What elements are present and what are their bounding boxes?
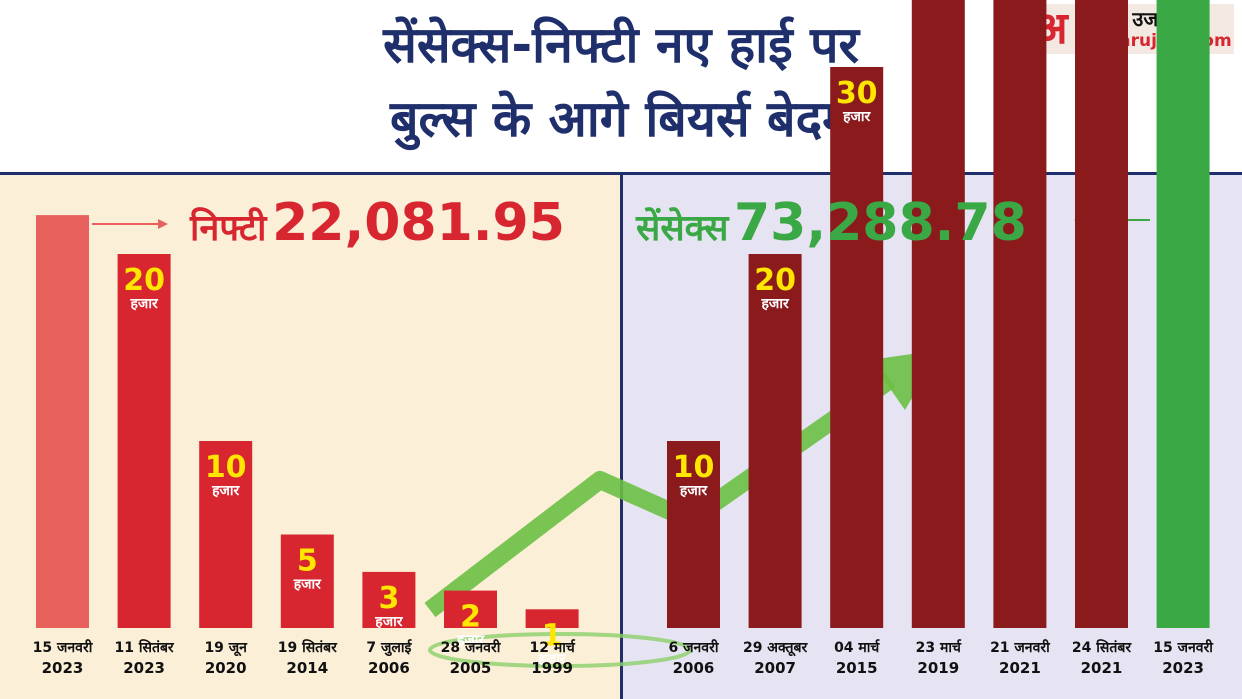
x-tick-label-year: 2023 <box>123 659 165 677</box>
x-tick-label-year: 2021 <box>1081 659 1123 677</box>
nifty-pointer-head-icon <box>158 219 168 229</box>
x-tick-label-year: 2023 <box>42 659 84 677</box>
bar <box>36 215 89 628</box>
x-tick-label-date: 21 जनवरी <box>990 639 1051 656</box>
x-tick-label-date: 15 जनवरी <box>33 639 94 656</box>
x-tick-label-date: 19 जून <box>204 640 248 657</box>
x-tick-label-date: 6 जनवरी <box>669 639 720 656</box>
bar-unit-label: हजार <box>842 109 871 125</box>
rising-arrow-icon <box>430 380 890 610</box>
sensex-value: 73,288.78 <box>734 193 1027 253</box>
bar-value-label: 10 <box>673 450 715 485</box>
x-tick-label-date: 28 जनवरी <box>441 639 502 656</box>
bar <box>830 67 883 628</box>
bar-value-label: 3 <box>378 581 399 616</box>
bar <box>1157 0 1210 628</box>
x-tick-label-date: 29 अक्तूबर <box>743 640 809 657</box>
bar-value-label: 5 <box>297 544 318 579</box>
bar <box>993 0 1046 628</box>
bar-unit-label: हजार <box>761 296 790 312</box>
x-tick-label-year: 2021 <box>999 659 1041 677</box>
x-tick-label-date: 19 सितंबर <box>278 639 338 656</box>
bar <box>1075 0 1128 628</box>
x-tick-label-year: 1999 <box>531 659 573 677</box>
nifty-value: 22,081.95 <box>272 193 565 253</box>
x-tick-label-date: 15 जनवरी <box>1153 639 1214 656</box>
bar-unit-label: हजार <box>679 483 708 499</box>
x-tick-label-date: 12 मार्च <box>529 639 575 656</box>
bar-value-label: 2 <box>460 600 481 635</box>
bar-value-label: 20 <box>123 263 165 298</box>
x-tick-label-date: 24 सितंबर <box>1072 639 1132 656</box>
bar-value-label: 10 <box>205 450 247 485</box>
sensex-headline: सेंसेक्स 73,288.78 <box>636 188 1027 270</box>
bar-unit-label: हजार <box>293 577 322 593</box>
x-tick-label-date: 23 मार्च <box>916 639 962 656</box>
nifty-label: निफ्टी <box>190 208 267 249</box>
x-tick-label-year: 2019 <box>917 659 959 677</box>
nifty-headline: निफ्टी 22,081.95 <box>190 188 565 270</box>
x-tick-label-year: 2006 <box>368 659 410 677</box>
bar-unit-label: हजार <box>130 296 159 312</box>
x-tick-label-year: 2023 <box>1162 659 1204 677</box>
x-tick-label-year: 2007 <box>754 659 796 677</box>
x-tick-label-year: 2014 <box>286 659 328 677</box>
bar <box>912 0 965 628</box>
x-tick-label-date: 7 जुलाई <box>366 639 412 657</box>
x-tick-label-year: 2006 <box>673 659 715 677</box>
bar-unit-label: हजार <box>374 614 403 630</box>
bar-value-label: 30 <box>836 76 878 111</box>
x-tick-label-date: 04 मार्च <box>834 639 880 656</box>
x-tick-label-date: 11 सितंबर <box>115 639 175 656</box>
x-tick-label-year: 2005 <box>450 659 492 677</box>
bar-unit-label: हजार <box>211 483 240 499</box>
sensex-label: सेंसेक्स <box>636 208 728 249</box>
x-tick-label-year: 2020 <box>205 659 247 677</box>
x-tick-label-year: 2015 <box>836 659 878 677</box>
